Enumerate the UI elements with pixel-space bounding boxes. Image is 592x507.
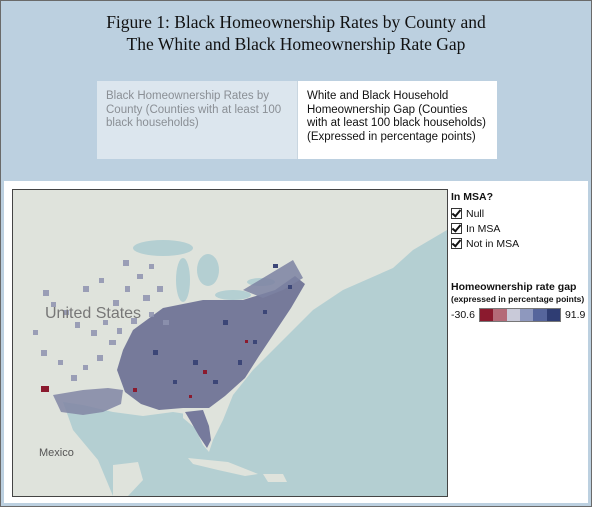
county-mass-florida [185, 410, 211, 448]
color-ramp [478, 308, 561, 322]
color-ramp-row: -30.6 91.9 [451, 308, 586, 322]
map-panel: United States Mexico In MSA? Null In MSA… [4, 181, 588, 503]
county-mass-south [117, 276, 305, 410]
tab-label: Black Homeownership Rates by County (Cou… [106, 90, 282, 129]
filter-option-in-msa[interactable]: In MSA [451, 221, 586, 236]
checkbox-checked-icon[interactable] [451, 223, 462, 234]
legend-panel: In MSA? Null In MSA Not in MSA Homeowner… [451, 191, 586, 322]
tab-black-homeownership-rates[interactable]: Black Homeownership Rates by County (Cou… [97, 81, 297, 159]
ramp-swatch [493, 309, 507, 321]
county-scatter-dark [153, 264, 292, 384]
ramp-swatch [479, 309, 494, 321]
view-tabs: Black Homeownership Rates by County (Cou… [97, 81, 497, 159]
map-canvas[interactable]: United States Mexico [13, 190, 447, 496]
figure-title-line-2: The White and Black Homeownership Rate G… [126, 34, 466, 54]
color-legend-max: 91.9 [564, 309, 586, 321]
color-legend-subtitle: (expressed in percentage points) [451, 294, 585, 304]
land-hispaniola [263, 474, 287, 482]
tab-homeownership-gap[interactable]: White and Black Household Homeownership … [297, 81, 497, 159]
county-mass-texas [53, 388, 123, 415]
county-mass-northeast [243, 260, 303, 298]
map-label-united-states: United States [45, 305, 141, 322]
county-map[interactable]: United States Mexico [12, 189, 448, 497]
filter-option-not-in-msa[interactable]: Not in MSA [451, 236, 586, 251]
lake-erie [215, 290, 251, 300]
figure-title-line-1: Figure 1: Black Homeownership Rates by C… [106, 12, 486, 32]
ramp-swatch [519, 309, 534, 321]
lake-michigan [176, 258, 190, 302]
ramp-swatch [533, 309, 547, 321]
map-label-mexico: Mexico [39, 447, 74, 459]
county-scatter-west [33, 260, 169, 381]
county-scatter-red [41, 340, 248, 398]
checkbox-checked-icon[interactable] [451, 238, 462, 249]
figure-title: Figure 1: Black Homeownership Rates by C… [1, 11, 591, 55]
tab-label: White and Black Household Homeownership … [307, 90, 486, 143]
lake-huron [197, 254, 219, 286]
lake-superior [133, 240, 193, 256]
color-legend-title: Homeownership rate gap [451, 281, 577, 293]
filter-title: In MSA? [451, 191, 493, 203]
filter-option-label: Not in MSA [466, 237, 520, 250]
land-cuba [188, 458, 258, 476]
filter-option-label: Null [466, 207, 485, 220]
color-legend-min: -30.6 [451, 309, 475, 321]
ramp-swatch [506, 309, 520, 321]
land-yucatan [113, 462, 143, 496]
filter-option-null[interactable]: Null [451, 206, 586, 221]
filter-option-label: In MSA [466, 222, 501, 235]
checkbox-checked-icon[interactable] [451, 208, 462, 219]
ramp-swatch [546, 309, 560, 321]
